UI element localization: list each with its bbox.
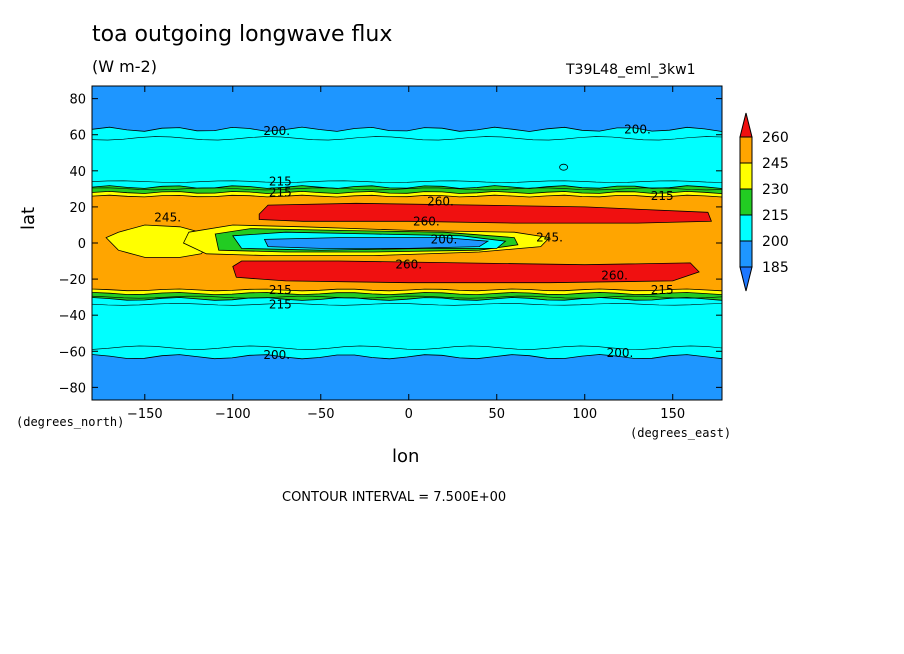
y-tick-label: 60 [69, 129, 86, 144]
y-tick-label: 40 [69, 165, 86, 180]
y-tick-label: 80 [69, 93, 86, 108]
contour-interval: CONTOUR INTERVAL = 7.500E+00 [282, 490, 507, 505]
y-tick-label: −40 [59, 309, 86, 324]
x-tick-label: −50 [307, 407, 334, 422]
colorbar-label: 260 [762, 130, 789, 146]
contour-label: 215 [269, 185, 292, 199]
x-tick-label: 100 [572, 407, 597, 422]
y-axis-units: (degrees_north) [16, 415, 125, 429]
colorbar-label: 245 [762, 156, 789, 172]
contour-line [92, 180, 722, 183]
contour-label: 260. [395, 258, 422, 272]
field-above-260-north [258, 202, 712, 224]
y-axis: −80 −60 −40 −20 0 20 40 60 80 [59, 93, 722, 396]
contour-label: 215 [651, 283, 674, 297]
y-tick-label: 0 [78, 237, 86, 252]
contour-label: 260. [413, 214, 440, 228]
chart-title: toa outgoing longwave flux [92, 22, 393, 47]
contour-label: 215 [269, 297, 292, 311]
contour-line [92, 295, 722, 299]
y-tick-label: 20 [69, 201, 86, 216]
contour-label: 200. [263, 348, 290, 362]
y-tick-label: −60 [59, 345, 86, 360]
x-tick-label: −150 [127, 407, 163, 422]
field-spot [559, 163, 569, 171]
contour-label: 200. [263, 124, 290, 138]
colorbar-label: 200 [762, 234, 789, 250]
contour-label: 200. [607, 346, 634, 360]
x-axis-label: lon [392, 446, 420, 467]
contour-label: 200. [624, 122, 651, 136]
y-tick-label: −80 [59, 381, 86, 396]
contour-labels: 200. 200.200. 200.215215215215215215245.24… [154, 122, 673, 362]
contour-label: 260. [601, 268, 628, 282]
run-id: T39L48_eml_3kw1 [566, 62, 696, 78]
colorbar-arrow-bottom [739, 266, 753, 292]
contour-label: 260. [427, 194, 454, 208]
colorbar-label: 215 [762, 208, 789, 224]
y-axis-label: lat [18, 206, 39, 230]
colorbar-swatch [739, 136, 753, 164]
x-tick-label: 150 [660, 407, 685, 422]
contour-label: 215 [651, 189, 674, 203]
colorbar-label: 230 [762, 182, 789, 198]
x-tick-label: −100 [215, 407, 251, 422]
colorbar-swatch [739, 162, 753, 190]
x-tick-label: 50 [488, 407, 505, 422]
contour-line [92, 303, 722, 306]
x-axis: −150 −100 −50 0 50 100 150 [127, 86, 685, 422]
colorbar-arrow-top [739, 112, 753, 138]
colorbar-swatch [739, 240, 753, 268]
contour-label: 245. [536, 231, 563, 245]
field-above-260-south [232, 260, 700, 284]
contour-line [92, 136, 722, 141]
contour-label: 215 [269, 283, 292, 297]
x-tick-label: 0 [405, 407, 413, 422]
contour-line [92, 345, 722, 350]
colorbar-label: 185 [762, 260, 789, 276]
contour-label: 215 [269, 175, 292, 189]
colorbar: 260 245 230 215 200 185 [739, 112, 789, 292]
plot-area [92, 86, 722, 400]
contour-label: 200. [431, 232, 458, 246]
contour-label: 245. [154, 211, 181, 225]
colorbar-swatch [739, 214, 753, 242]
y-tick-label: −20 [59, 273, 86, 288]
x-axis-units: (degrees_east) [630, 426, 732, 440]
colorbar-swatch [739, 188, 753, 216]
field-185-200-core [263, 237, 490, 249]
chart-units: (W m-2) [92, 57, 157, 76]
contour-line [92, 187, 722, 191]
